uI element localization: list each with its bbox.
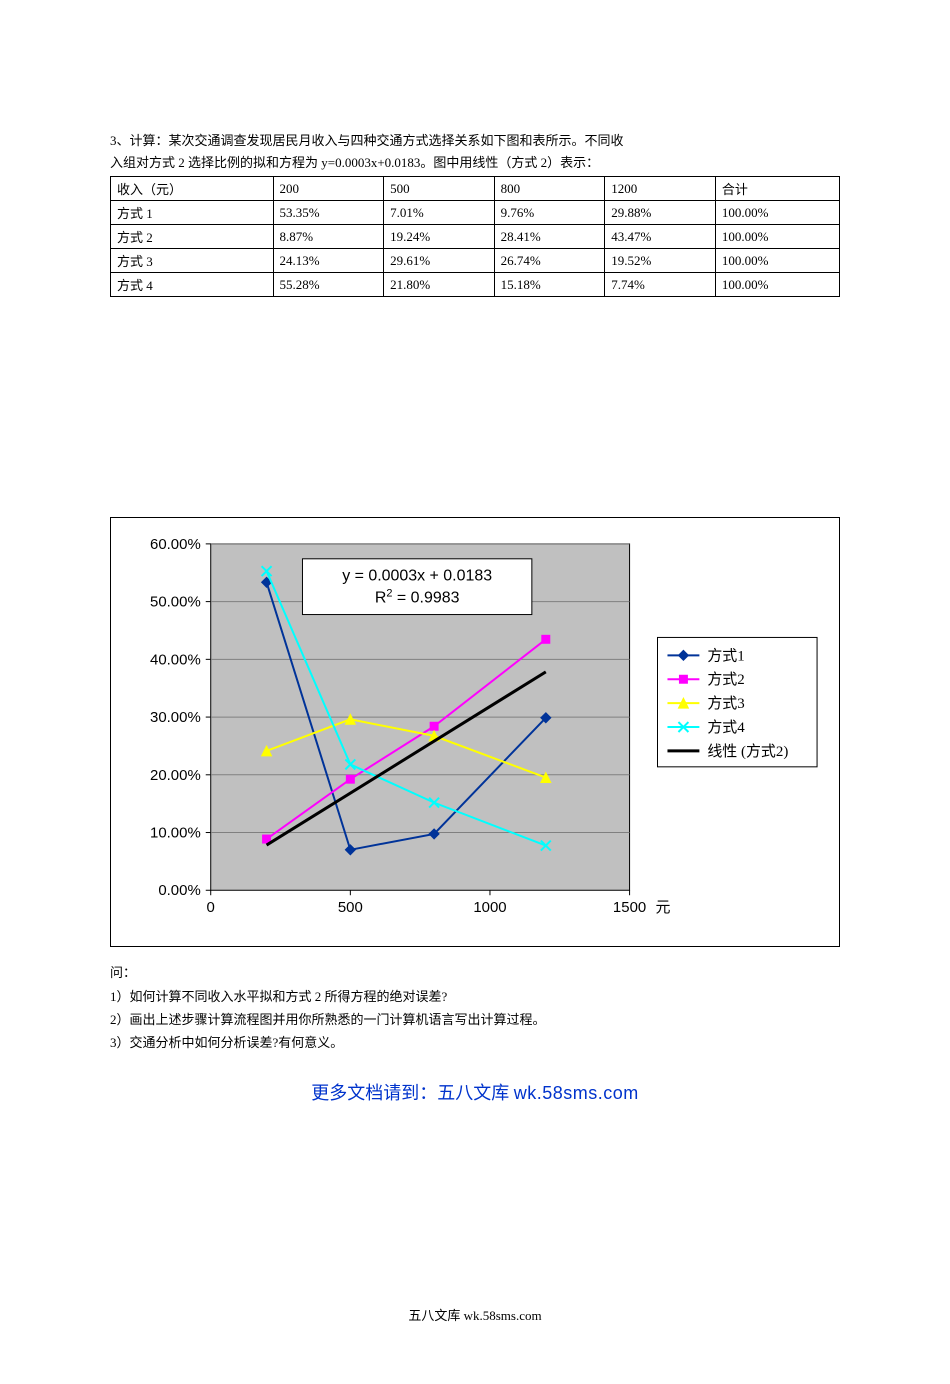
svg-text:500: 500	[338, 899, 363, 916]
link-site: wk.58sms.com	[514, 1083, 639, 1103]
svg-text:0: 0	[207, 899, 215, 916]
table-header-row: 收入（元） 200 500 800 1200 合计	[111, 177, 840, 201]
svg-text:方式3: 方式3	[707, 695, 744, 712]
svg-text:10.00%: 10.00%	[150, 825, 201, 842]
link-prefix: 更多文档请到：五八文库	[311, 1083, 514, 1103]
line-chart: 0.00% 10.00% 20.00% 30.00% 40.00% 50.00% 60.00…	[111, 518, 839, 946]
svg-text:方式4: 方式4	[707, 719, 745, 736]
svg-text:线性 (方式2): 线性 (方式2)	[707, 743, 788, 760]
data-table: 收入（元） 200 500 800 1200 合计 方式 1 53.35% 7.…	[110, 176, 840, 297]
svg-text:y = 0.0003x + 0.0183: y = 0.0003x + 0.0183	[342, 568, 492, 585]
svg-text:方式1: 方式1	[707, 648, 744, 665]
svg-text:方式2: 方式2	[707, 671, 744, 688]
intro-line-1: 3、计算：某次交通调查发现居民月收入与四种交通方式选择关系如下图和表所示。不同收	[110, 130, 840, 152]
svg-text:元: 元	[656, 900, 671, 916]
page-footer: 五八文库 wk.58sms.com	[110, 1305, 840, 1324]
questions-block: 问： 1）如何计算不同收入水平拟和方式 2 所得方程的绝对误差? 2）画出上述步…	[110, 961, 840, 1055]
table-header-cell: 合计	[715, 177, 839, 201]
footer-text: 五八文库 wk.58sms.com	[408, 1308, 541, 1323]
svg-text:1500: 1500	[613, 899, 646, 916]
table-header-cell: 500	[384, 177, 495, 201]
svg-text:50.00%: 50.00%	[150, 594, 201, 611]
table-header-cell: 收入（元）	[111, 177, 274, 201]
table-row: 方式 2 8.87% 19.24% 28.41% 43.47% 100.00%	[111, 225, 840, 249]
table-row: 方式 4 55.28% 21.80% 15.18% 7.74% 100.00%	[111, 273, 840, 297]
svg-text:1000: 1000	[473, 899, 506, 916]
intro-line-2: 入组对方式 2 选择比例的拟和方程为 y=0.0003x+0.0183。图中用线…	[110, 152, 840, 174]
svg-text:60.00%: 60.00%	[150, 536, 201, 553]
problem-statement: 3、计算：某次交通调查发现居民月收入与四种交通方式选择关系如下图和表所示。不同收…	[110, 130, 840, 174]
question-1: 1）如何计算不同收入水平拟和方式 2 所得方程的绝对误差?	[110, 985, 840, 1008]
table-header-cell: 1200	[605, 177, 716, 201]
chart-container: 0.00% 10.00% 20.00% 30.00% 40.00% 50.00% 60.00…	[110, 517, 840, 947]
question-2: 2）画出上述步骤计算流程图并用你所熟悉的一门计算机语言写出计算过程。	[110, 1008, 840, 1031]
table-row: 方式 1 53.35% 7.01% 9.76% 29.88% 100.00%	[111, 201, 840, 225]
svg-text:20.00%: 20.00%	[150, 767, 201, 784]
table-header-cell: 800	[494, 177, 605, 201]
svg-text:30.00%: 30.00%	[150, 709, 201, 726]
table-header-cell: 200	[273, 177, 384, 201]
svg-text:40.00%: 40.00%	[150, 652, 201, 669]
question-3: 3）交通分析中如何分析误差?有何意义。	[110, 1031, 840, 1054]
svg-text:0.00%: 0.00%	[158, 882, 200, 899]
more-docs-link: 更多文档请到：五八文库 wk.58sms.com	[110, 1079, 840, 1105]
table-row: 方式 3 24.13% 29.61% 26.74% 19.52% 100.00%	[111, 249, 840, 273]
questions-head: 问：	[110, 961, 840, 984]
